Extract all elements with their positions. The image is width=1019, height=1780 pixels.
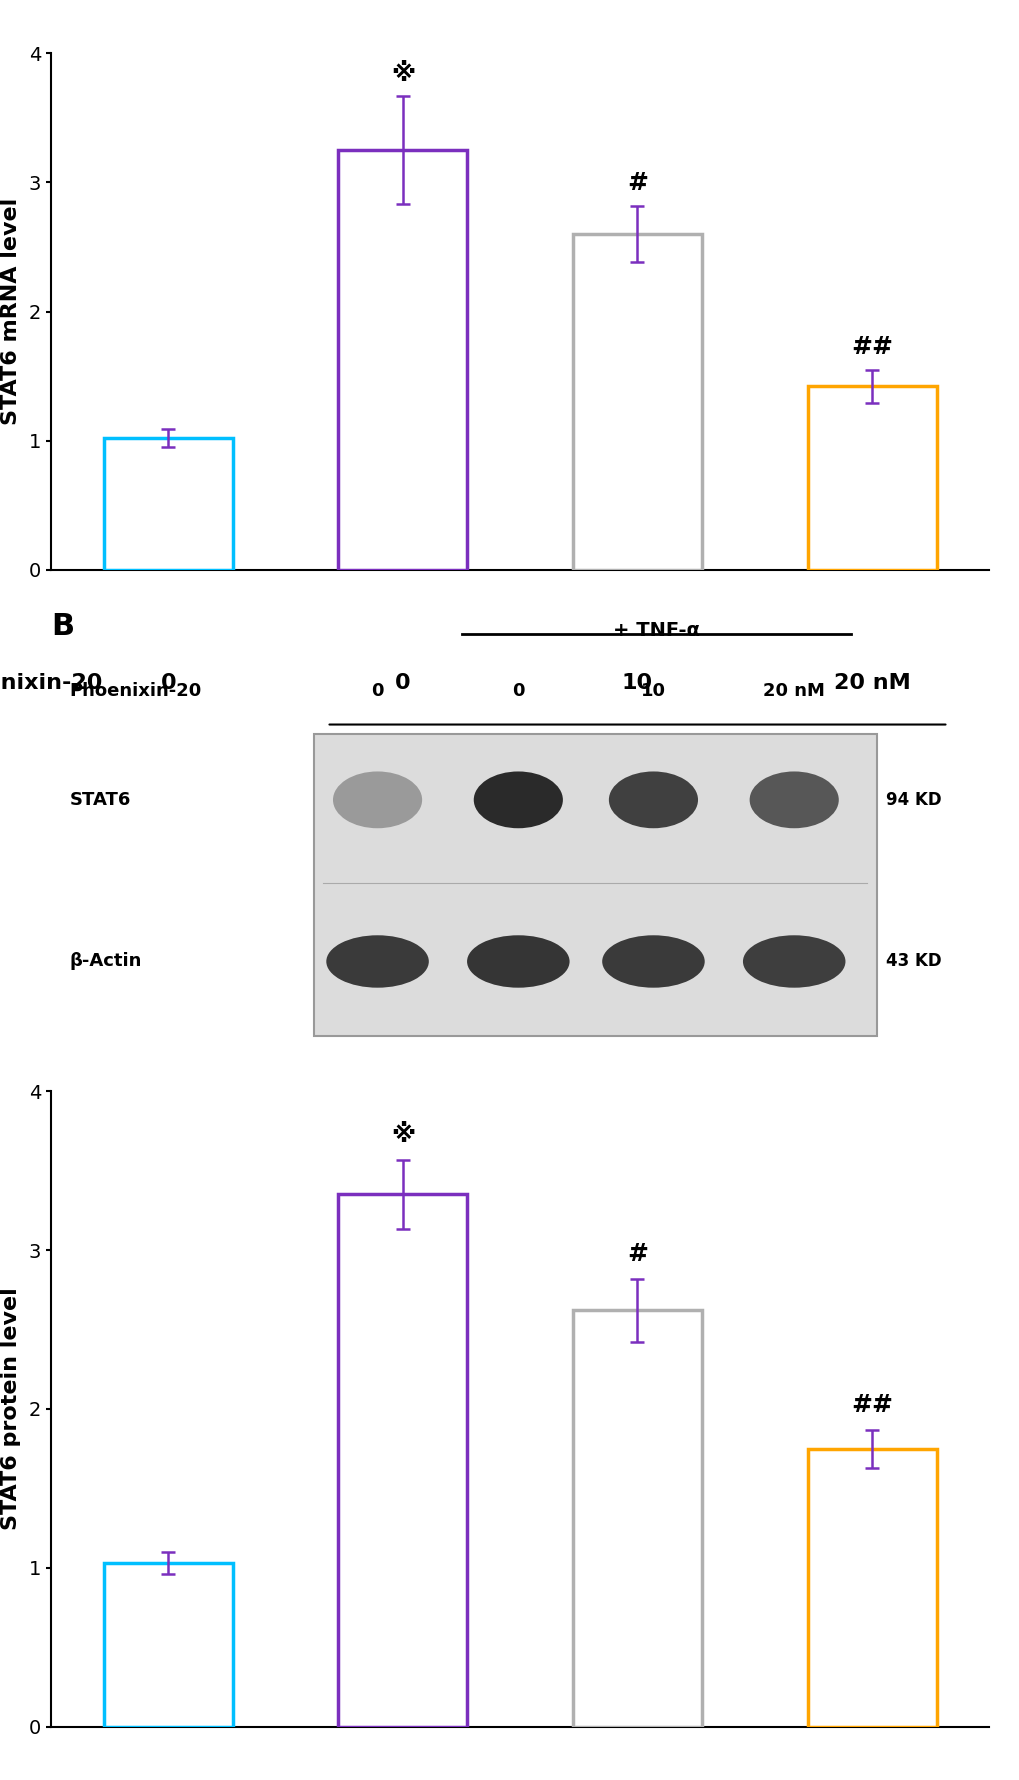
Ellipse shape xyxy=(467,934,569,988)
Ellipse shape xyxy=(473,771,562,828)
Text: 43 KD: 43 KD xyxy=(886,952,941,970)
Text: ##: ## xyxy=(850,335,893,360)
Text: ※: ※ xyxy=(390,1123,415,1146)
Text: 0: 0 xyxy=(512,682,524,700)
Bar xyxy=(104,1563,232,1727)
Text: 20 nM: 20 nM xyxy=(762,682,824,700)
Bar xyxy=(338,1194,467,1727)
Text: #: # xyxy=(627,1242,647,1266)
Text: β-Actin: β-Actin xyxy=(69,952,142,970)
Text: Phoenixin-20: Phoenixin-20 xyxy=(69,682,202,700)
Bar xyxy=(807,1449,935,1727)
Bar xyxy=(338,150,467,570)
Text: B: B xyxy=(51,612,74,641)
Ellipse shape xyxy=(742,934,845,988)
Text: 0: 0 xyxy=(371,682,383,700)
Text: + TNF-α: + TNF-α xyxy=(612,621,699,639)
Text: ※: ※ xyxy=(390,62,415,85)
Text: 94 KD: 94 KD xyxy=(886,790,941,808)
Text: STAT6: STAT6 xyxy=(69,790,131,808)
Ellipse shape xyxy=(601,934,704,988)
Bar xyxy=(314,735,876,1036)
Text: 0: 0 xyxy=(394,673,411,692)
Ellipse shape xyxy=(326,934,428,988)
Bar xyxy=(807,386,935,570)
Text: + TNF-α: + TNF-α xyxy=(587,787,687,806)
Bar xyxy=(104,438,232,570)
Y-axis label: STAT6 mRNA level: STAT6 mRNA level xyxy=(1,198,20,425)
Ellipse shape xyxy=(332,771,422,828)
Y-axis label: STAT6 protein level: STAT6 protein level xyxy=(1,1287,20,1531)
Text: ##: ## xyxy=(850,1392,893,1417)
Text: Phoenixin-20: Phoenixin-20 xyxy=(0,673,103,692)
Text: 10: 10 xyxy=(640,682,665,700)
Text: #: # xyxy=(627,171,647,196)
Bar xyxy=(573,235,701,570)
Text: 0: 0 xyxy=(160,673,176,692)
Text: 10: 10 xyxy=(622,673,652,692)
Bar xyxy=(573,1310,701,1727)
Ellipse shape xyxy=(608,771,697,828)
Text: 20 nM: 20 nM xyxy=(833,673,910,692)
Ellipse shape xyxy=(749,771,838,828)
